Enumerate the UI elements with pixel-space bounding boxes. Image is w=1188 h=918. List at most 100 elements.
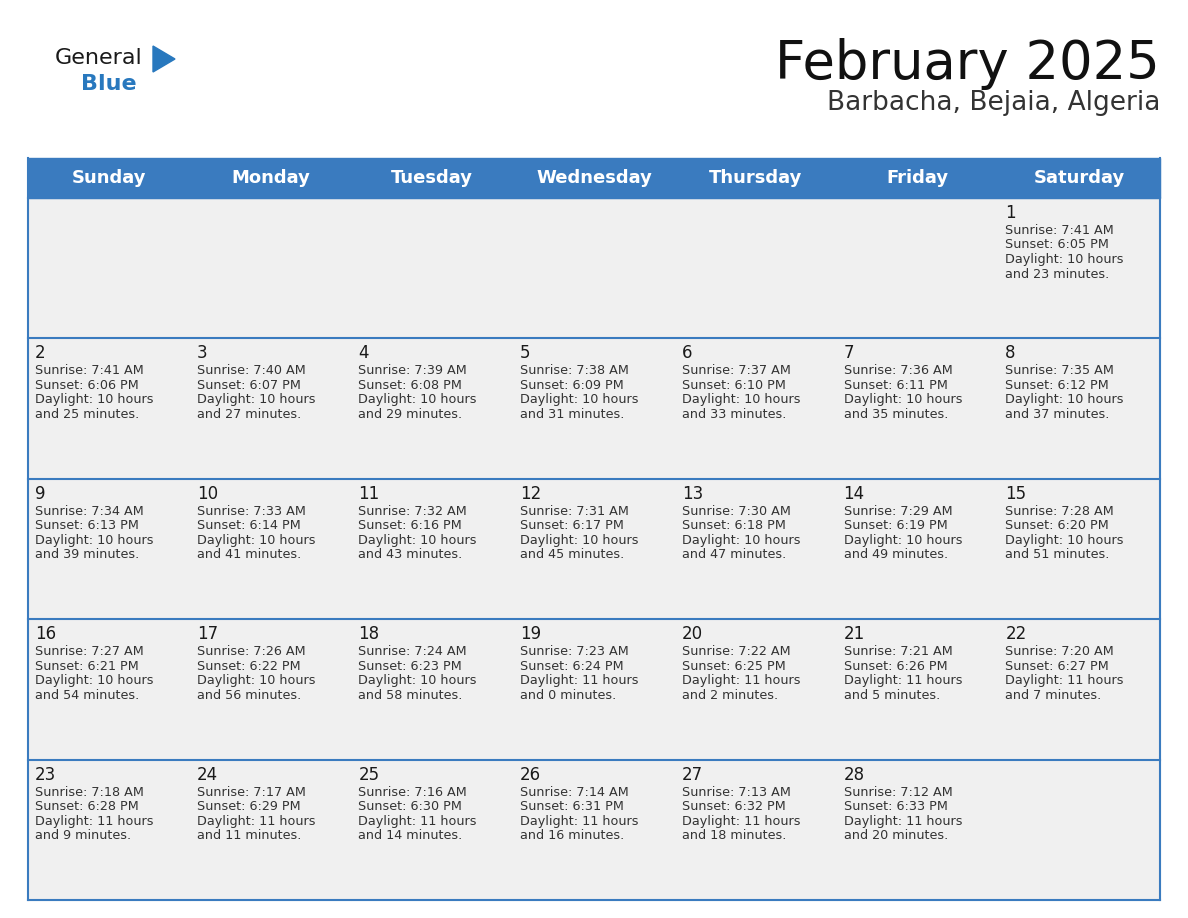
Text: Sunrise: 7:34 AM: Sunrise: 7:34 AM: [34, 505, 144, 518]
Text: Sunrise: 7:21 AM: Sunrise: 7:21 AM: [843, 645, 953, 658]
Text: Sunset: 6:28 PM: Sunset: 6:28 PM: [34, 800, 139, 813]
Text: Sunrise: 7:38 AM: Sunrise: 7:38 AM: [520, 364, 628, 377]
Text: Sunrise: 7:28 AM: Sunrise: 7:28 AM: [1005, 505, 1114, 518]
Text: 16: 16: [34, 625, 56, 644]
Text: Sunset: 6:22 PM: Sunset: 6:22 PM: [197, 660, 301, 673]
Text: Daylight: 11 hours: Daylight: 11 hours: [843, 814, 962, 828]
Text: Sunrise: 7:41 AM: Sunrise: 7:41 AM: [1005, 224, 1114, 237]
Text: Sunrise: 7:29 AM: Sunrise: 7:29 AM: [843, 505, 953, 518]
Text: Sunset: 6:33 PM: Sunset: 6:33 PM: [843, 800, 948, 813]
Text: Sunrise: 7:32 AM: Sunrise: 7:32 AM: [359, 505, 467, 518]
Text: Sunset: 6:23 PM: Sunset: 6:23 PM: [359, 660, 462, 673]
Text: Sunrise: 7:31 AM: Sunrise: 7:31 AM: [520, 505, 628, 518]
Bar: [190, 620, 352, 759]
Text: Daylight: 11 hours: Daylight: 11 hours: [359, 814, 476, 828]
Bar: [352, 620, 513, 759]
Text: Daylight: 10 hours: Daylight: 10 hours: [1005, 253, 1124, 266]
Text: Sunrise: 7:18 AM: Sunrise: 7:18 AM: [34, 786, 144, 799]
Text: 17: 17: [197, 625, 217, 644]
Text: 5: 5: [520, 344, 531, 363]
Text: 19: 19: [520, 625, 542, 644]
Text: 4: 4: [359, 344, 369, 363]
Text: Sunrise: 7:39 AM: Sunrise: 7:39 AM: [359, 364, 467, 377]
Text: and 20 minutes.: and 20 minutes.: [843, 829, 948, 842]
Text: and 11 minutes.: and 11 minutes.: [197, 829, 301, 842]
Text: and 45 minutes.: and 45 minutes.: [520, 548, 625, 561]
Text: February 2025: February 2025: [776, 38, 1159, 90]
Text: Sunrise: 7:17 AM: Sunrise: 7:17 AM: [197, 786, 305, 799]
Text: and 27 minutes.: and 27 minutes.: [197, 408, 301, 420]
Bar: [998, 198, 1159, 339]
Text: 1: 1: [1005, 204, 1016, 222]
Text: Daylight: 11 hours: Daylight: 11 hours: [520, 674, 639, 688]
Text: Sunset: 6:25 PM: Sunset: 6:25 PM: [682, 660, 785, 673]
Polygon shape: [153, 46, 175, 72]
Text: and 7 minutes.: and 7 minutes.: [1005, 688, 1101, 701]
Text: and 58 minutes.: and 58 minutes.: [359, 688, 463, 701]
Bar: [675, 198, 836, 339]
Text: Sunset: 6:19 PM: Sunset: 6:19 PM: [843, 520, 947, 532]
Text: Daylight: 10 hours: Daylight: 10 hours: [520, 533, 639, 547]
Text: and 39 minutes.: and 39 minutes.: [34, 548, 139, 561]
Text: Sunrise: 7:12 AM: Sunrise: 7:12 AM: [843, 786, 953, 799]
Text: Daylight: 10 hours: Daylight: 10 hours: [520, 394, 639, 407]
Text: Sunrise: 7:16 AM: Sunrise: 7:16 AM: [359, 786, 467, 799]
Text: Sunset: 6:05 PM: Sunset: 6:05 PM: [1005, 239, 1110, 252]
Bar: [29, 158, 1159, 198]
Text: and 18 minutes.: and 18 minutes.: [682, 829, 786, 842]
Bar: [29, 479, 190, 620]
Text: 27: 27: [682, 766, 703, 784]
Text: and 16 minutes.: and 16 minutes.: [520, 829, 625, 842]
Bar: [675, 620, 836, 759]
Text: 15: 15: [1005, 485, 1026, 503]
Text: and 47 minutes.: and 47 minutes.: [682, 548, 786, 561]
Text: and 29 minutes.: and 29 minutes.: [359, 408, 462, 420]
Text: 12: 12: [520, 485, 542, 503]
Text: 7: 7: [843, 344, 854, 363]
Text: Daylight: 10 hours: Daylight: 10 hours: [1005, 533, 1124, 547]
Bar: [29, 198, 190, 339]
Text: and 37 minutes.: and 37 minutes.: [1005, 408, 1110, 420]
Bar: [190, 759, 352, 900]
Text: 20: 20: [682, 625, 703, 644]
Text: Sunrise: 7:35 AM: Sunrise: 7:35 AM: [1005, 364, 1114, 377]
Text: and 31 minutes.: and 31 minutes.: [520, 408, 625, 420]
Text: Sunrise: 7:20 AM: Sunrise: 7:20 AM: [1005, 645, 1114, 658]
Bar: [352, 479, 513, 620]
Text: Thursday: Thursday: [709, 169, 802, 187]
Text: Sunset: 6:32 PM: Sunset: 6:32 PM: [682, 800, 785, 813]
Text: and 9 minutes.: and 9 minutes.: [34, 829, 131, 842]
Text: Sunrise: 7:41 AM: Sunrise: 7:41 AM: [34, 364, 144, 377]
Text: Daylight: 10 hours: Daylight: 10 hours: [34, 674, 153, 688]
Text: Sunset: 6:16 PM: Sunset: 6:16 PM: [359, 520, 462, 532]
Text: 18: 18: [359, 625, 379, 644]
Text: Daylight: 10 hours: Daylight: 10 hours: [34, 394, 153, 407]
Text: Sunrise: 7:13 AM: Sunrise: 7:13 AM: [682, 786, 791, 799]
Bar: [675, 759, 836, 900]
Bar: [29, 339, 190, 479]
Text: Sunset: 6:12 PM: Sunset: 6:12 PM: [1005, 379, 1110, 392]
Text: Sunset: 6:24 PM: Sunset: 6:24 PM: [520, 660, 624, 673]
Text: 2: 2: [34, 344, 45, 363]
Bar: [513, 620, 675, 759]
Text: and 54 minutes.: and 54 minutes.: [34, 688, 139, 701]
Text: Sunset: 6:30 PM: Sunset: 6:30 PM: [359, 800, 462, 813]
Text: 11: 11: [359, 485, 380, 503]
Text: 24: 24: [197, 766, 217, 784]
Bar: [836, 339, 998, 479]
Text: 14: 14: [843, 485, 865, 503]
Text: Sunrise: 7:23 AM: Sunrise: 7:23 AM: [520, 645, 628, 658]
Text: Daylight: 10 hours: Daylight: 10 hours: [843, 533, 962, 547]
Text: Daylight: 10 hours: Daylight: 10 hours: [843, 394, 962, 407]
Text: Sunset: 6:17 PM: Sunset: 6:17 PM: [520, 520, 624, 532]
Text: Sunset: 6:08 PM: Sunset: 6:08 PM: [359, 379, 462, 392]
Text: Sunday: Sunday: [71, 169, 146, 187]
Text: Sunset: 6:14 PM: Sunset: 6:14 PM: [197, 520, 301, 532]
Text: General: General: [55, 48, 143, 68]
Text: Daylight: 10 hours: Daylight: 10 hours: [34, 533, 153, 547]
Text: Daylight: 10 hours: Daylight: 10 hours: [359, 533, 476, 547]
Bar: [352, 759, 513, 900]
Text: Sunset: 6:06 PM: Sunset: 6:06 PM: [34, 379, 139, 392]
Text: Barbacha, Bejaia, Algeria: Barbacha, Bejaia, Algeria: [827, 90, 1159, 116]
Text: Sunset: 6:07 PM: Sunset: 6:07 PM: [197, 379, 301, 392]
